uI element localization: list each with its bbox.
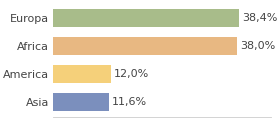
Text: 12,0%: 12,0% (114, 69, 149, 79)
Bar (53, 37, 237, 55)
Bar (53, 65, 111, 83)
Text: 38,4%: 38,4% (242, 13, 277, 23)
Text: 11,6%: 11,6% (112, 97, 147, 107)
Bar (53, 93, 109, 111)
Bar (53, 9, 239, 27)
Text: 38,0%: 38,0% (240, 41, 275, 51)
